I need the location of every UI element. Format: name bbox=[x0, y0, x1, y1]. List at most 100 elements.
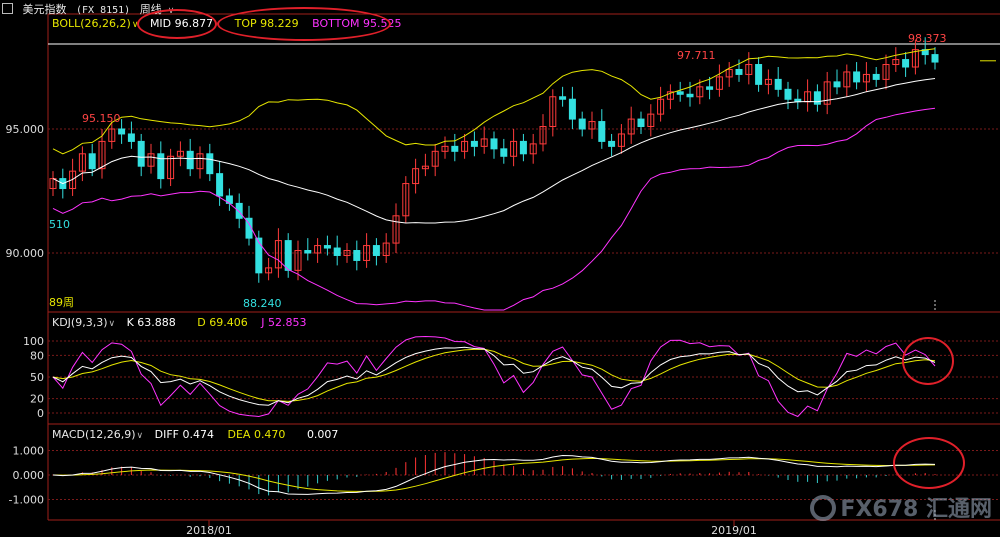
candle-body bbox=[137, 140, 145, 167]
chevron-down-icon[interactable]: ∨ bbox=[136, 431, 144, 441]
candle-body bbox=[862, 73, 870, 83]
candle-body bbox=[98, 140, 106, 170]
watermark: FX678 汇通网 bbox=[810, 491, 992, 523]
checkbox-icon[interactable] bbox=[2, 3, 13, 14]
candle-body bbox=[323, 245, 331, 249]
candle-body bbox=[647, 113, 655, 128]
candle-body bbox=[774, 78, 782, 90]
candle-body bbox=[372, 245, 380, 256]
candle-body bbox=[578, 118, 586, 130]
candle-body bbox=[872, 73, 880, 80]
boll-label[interactable]: BOLL(26,26,2) bbox=[52, 17, 131, 30]
instrument-name: 美元指数 bbox=[22, 3, 67, 16]
candle-body bbox=[421, 165, 429, 170]
candle-body bbox=[764, 78, 772, 85]
candle-body bbox=[911, 49, 919, 68]
candle-body bbox=[363, 245, 371, 261]
candle-body bbox=[853, 71, 861, 83]
candle-body bbox=[206, 153, 214, 175]
candle-body bbox=[216, 173, 224, 197]
candle-body bbox=[245, 217, 253, 239]
candle-body bbox=[715, 76, 723, 90]
candle-body bbox=[568, 98, 576, 120]
kdj-legend: KDJ(9,3,3)∨ K 63.888 D 69.406 J 52.853 bbox=[52, 316, 317, 329]
candle-body bbox=[402, 183, 410, 217]
candle-body bbox=[441, 145, 449, 152]
chevron-down-icon[interactable]: ∨ bbox=[108, 319, 116, 329]
kdj-k-value: K 63.888 bbox=[126, 316, 176, 329]
candle-body bbox=[412, 168, 420, 185]
candle-body bbox=[784, 88, 792, 100]
candle-body bbox=[843, 71, 851, 88]
chevron-down-icon[interactable]: ∨ bbox=[131, 20, 139, 30]
candle-body bbox=[559, 96, 567, 100]
candle-body bbox=[176, 150, 184, 157]
x-tick-label: 2019/01 bbox=[711, 524, 757, 537]
candle-body bbox=[461, 140, 469, 152]
high-annotation: 95.150 bbox=[82, 112, 121, 125]
candle-body bbox=[118, 128, 126, 135]
candle-body bbox=[127, 133, 135, 142]
candle-body bbox=[314, 245, 322, 254]
boll-top-line bbox=[52, 48, 936, 155]
candle-body bbox=[265, 267, 273, 274]
candle-body bbox=[69, 170, 77, 190]
candle-body bbox=[167, 155, 175, 180]
candle-body bbox=[480, 138, 488, 147]
high-annotation: 97.711 bbox=[677, 49, 716, 62]
candle-body bbox=[78, 153, 86, 172]
candle-body bbox=[186, 150, 194, 170]
candle-body bbox=[196, 153, 204, 170]
kdj-label[interactable]: KDJ(9,3,3) bbox=[52, 316, 108, 329]
kdj-d-line bbox=[52, 348, 936, 402]
candle-body bbox=[255, 237, 263, 274]
kdj-k-line bbox=[52, 346, 936, 406]
candle-body bbox=[529, 143, 537, 155]
candle-body bbox=[676, 91, 684, 95]
kdj-j-value: J 52.853 bbox=[261, 316, 307, 329]
candle-body bbox=[813, 91, 821, 105]
candle-body bbox=[519, 140, 527, 155]
kdj-tick-label: 50 bbox=[30, 371, 44, 384]
macd-diff-line bbox=[52, 454, 936, 495]
candle-body bbox=[451, 145, 459, 152]
candle-body bbox=[235, 202, 243, 219]
candle-body bbox=[392, 215, 400, 244]
x-tick-label: 2018/01 bbox=[186, 524, 232, 537]
macd-histogram-value: 0.007 bbox=[306, 428, 339, 441]
candle-body bbox=[755, 64, 763, 85]
kdj-tick-label: 20 bbox=[30, 393, 44, 406]
candle-body bbox=[382, 242, 390, 256]
highlight-circle-top-bottom bbox=[217, 7, 391, 41]
candle-body bbox=[353, 250, 361, 261]
candle-body bbox=[304, 250, 312, 254]
macd-tick-label: 1.000 bbox=[13, 445, 45, 458]
candle-body bbox=[108, 128, 116, 142]
candle-body bbox=[666, 91, 674, 100]
candle-body bbox=[539, 126, 547, 145]
high-annotation: 98.373 bbox=[908, 32, 947, 45]
candle-body bbox=[431, 150, 439, 167]
candle-body bbox=[294, 250, 302, 271]
macd-tick-label: 0.000 bbox=[13, 469, 45, 482]
candle-body bbox=[608, 140, 616, 147]
candle-body bbox=[333, 247, 341, 256]
candle-body bbox=[706, 86, 714, 90]
candle-body bbox=[490, 138, 498, 150]
kdj-tick-label: 100 bbox=[23, 335, 44, 348]
boll-bottom-line bbox=[52, 107, 936, 311]
highlight-circle-macd bbox=[893, 437, 965, 489]
price-tick-label: 95.000 bbox=[6, 123, 45, 136]
candle-body bbox=[549, 96, 557, 128]
macd-legend: MACD(12,26,9)∨ DIFF 0.474 DEA 0.470 0.00… bbox=[52, 428, 348, 441]
boll-mid-line bbox=[52, 78, 936, 224]
macd-label[interactable]: MACD(12,26,9) bbox=[52, 428, 136, 441]
candle-body bbox=[823, 81, 831, 105]
candle-body bbox=[686, 93, 694, 98]
candle-body bbox=[696, 86, 704, 98]
left-annotation: 510 bbox=[49, 218, 70, 231]
candle-body bbox=[343, 250, 351, 256]
candle-body bbox=[745, 64, 753, 75]
candle-body bbox=[735, 68, 743, 75]
candle-body bbox=[588, 121, 596, 130]
